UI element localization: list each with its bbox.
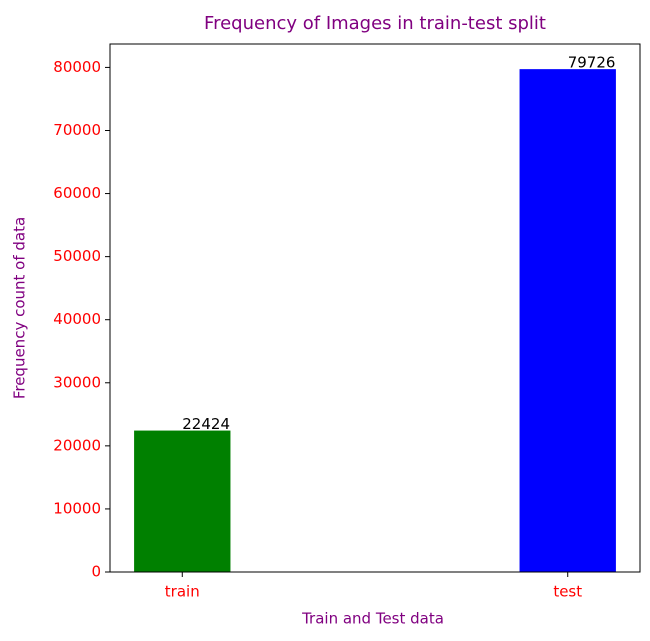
y-axis-label: Frequency count of data (11, 217, 29, 399)
y-tick-label: 70000 (53, 121, 101, 139)
y-tick-label: 80000 (53, 58, 101, 76)
y-tick-label: 60000 (53, 184, 101, 202)
bar (134, 430, 231, 572)
plot-frame (109, 43, 641, 573)
chart-title: Frequency of Images in train-test split (204, 13, 546, 34)
data-label: 22424 (182, 415, 230, 433)
y-tick-label: 40000 (53, 310, 101, 328)
y-tick-label: 20000 (53, 436, 101, 454)
y-tick-label: 0 (91, 563, 101, 581)
x-tick-label: train (165, 583, 200, 601)
data-label: 79726 (568, 54, 616, 72)
bar (519, 69, 616, 572)
x-tick-label: test (553, 583, 582, 601)
x-axis-label: Train and Test data (301, 610, 444, 628)
y-tick-label: 10000 (53, 499, 101, 517)
y-tick-label: 50000 (53, 247, 101, 265)
y-tick-label: 30000 (53, 373, 101, 391)
